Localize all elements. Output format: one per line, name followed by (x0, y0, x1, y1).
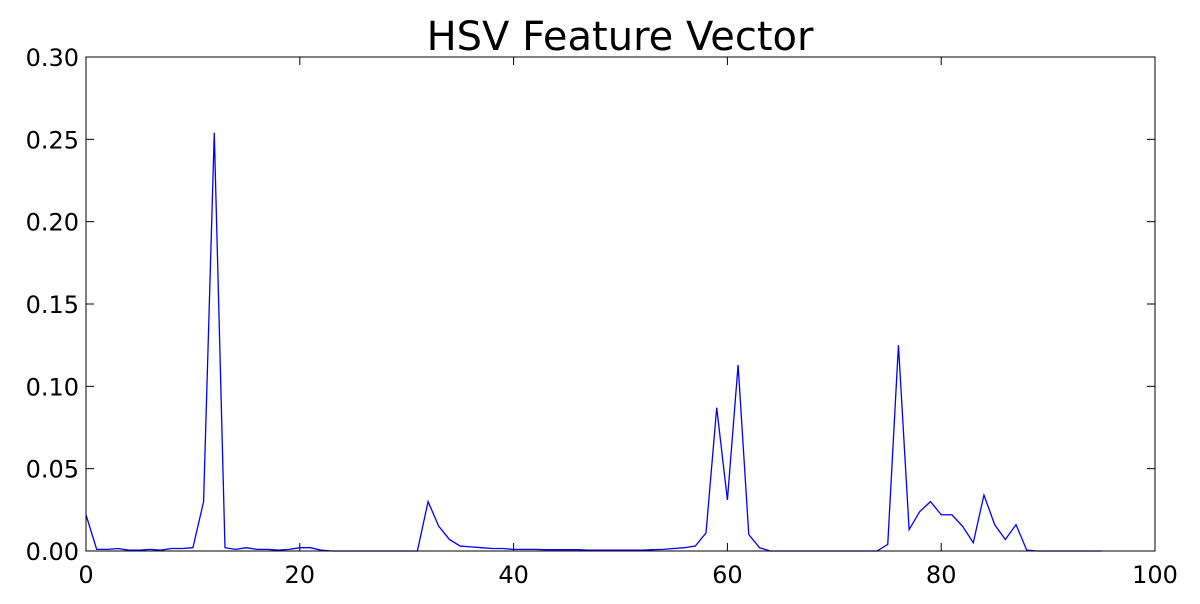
x-tick-label: 100 (1132, 561, 1178, 589)
x-tick-label: 60 (712, 561, 743, 589)
ticks-layer: 0 20 40 60 80 100 0.00 0.05 0.10 0.15 0.20 0.25 0.30 (26, 44, 1178, 589)
y-tick-label: 0.25 (26, 126, 79, 154)
x-tick-label: 0 (78, 561, 93, 589)
x-tick-label: 80 (926, 561, 957, 589)
y-tick-label: 0.15 (26, 291, 79, 319)
y-tick-label: 0.05 (26, 456, 79, 484)
x-tick-label: 40 (498, 561, 529, 589)
x-tick-label: 20 (285, 561, 316, 589)
series-layer (85, 132, 1102, 552)
y-tick-label: 0.00 (26, 538, 79, 566)
chart-title: HSV Feature Vector (427, 14, 814, 60)
y-tick-label: 0.10 (26, 373, 79, 401)
y-tick-label: 0.30 (26, 44, 79, 72)
plot-area-frame (85, 56, 1156, 552)
y-tick-label: 0.20 (26, 209, 79, 237)
series-line (85, 132, 1102, 552)
